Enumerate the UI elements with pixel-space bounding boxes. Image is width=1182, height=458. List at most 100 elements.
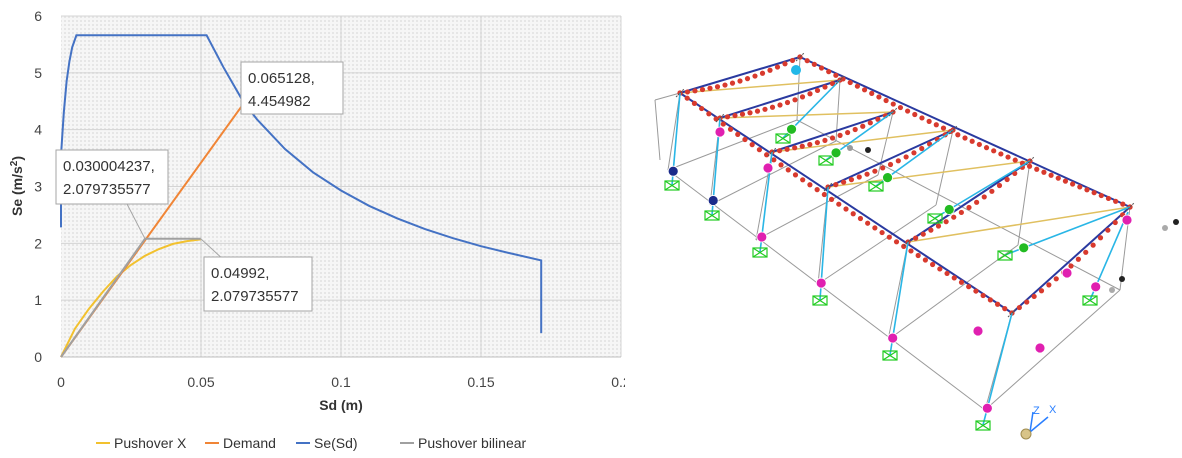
beam-hinge-dot bbox=[756, 147, 762, 153]
node-dot bbox=[847, 145, 853, 151]
joint-tick bbox=[795, 52, 805, 62]
frame-member bbox=[654, 92, 681, 101]
legend-label: Pushover bilinear bbox=[418, 435, 527, 451]
beam-hinge-dot bbox=[940, 125, 947, 131]
beam-hinge-dot bbox=[1070, 181, 1076, 187]
beam-hinge-dot bbox=[714, 84, 721, 90]
joint-tick bbox=[835, 75, 845, 85]
beam-hinge-dot bbox=[784, 146, 790, 152]
beam-hinge-dot bbox=[807, 182, 813, 188]
beam-hinge-dot bbox=[867, 120, 873, 126]
beam-hinge-dot bbox=[852, 126, 858, 133]
joint-tick bbox=[767, 147, 777, 157]
roof-beam bbox=[907, 160, 1031, 243]
legend: Pushover X Demand Se(Sd) Pushover bilinear bbox=[96, 435, 527, 451]
beam-hinge-dot bbox=[732, 112, 738, 119]
beam-hinge-dot bbox=[901, 243, 907, 249]
node-dot bbox=[865, 147, 871, 153]
beam-hinge-dot bbox=[951, 214, 957, 220]
structural-model-view: Z X bbox=[654, 52, 1179, 440]
roof-beam bbox=[827, 129, 954, 188]
beam-hinge-dot bbox=[799, 143, 805, 149]
beam-hinge-dot bbox=[919, 115, 925, 121]
beam-hinge-dot bbox=[848, 177, 855, 183]
beam-hinge-dot bbox=[789, 57, 796, 64]
beam-hinge-dot bbox=[998, 151, 1004, 157]
beam-hinge-dot bbox=[1105, 227, 1111, 233]
beam-hinge-dot bbox=[807, 141, 813, 148]
y-axis-title-close: ) bbox=[9, 156, 25, 161]
axis-x-line bbox=[1029, 416, 1049, 433]
series-line-pushover-x bbox=[60, 238, 201, 358]
legend-item: Pushover bilinear bbox=[400, 435, 527, 451]
beam-hinge-dot bbox=[966, 284, 972, 290]
beam-hinge-dot bbox=[958, 279, 965, 285]
y-tick-label: 6 bbox=[34, 8, 42, 24]
beam-hinge-dot bbox=[737, 78, 743, 84]
beam-hinge-dot bbox=[879, 229, 885, 236]
beam-hinge-dot bbox=[926, 118, 932, 124]
beam-hinge-dot bbox=[1041, 169, 1047, 175]
column-hinge bbox=[943, 204, 955, 215]
beam-hinge-dot bbox=[893, 239, 900, 245]
beam-hinge-dot bbox=[777, 102, 783, 108]
beam-hinge-dot bbox=[865, 220, 871, 226]
beam-hinge-dot bbox=[937, 266, 943, 272]
beam-hinge-dot bbox=[1046, 282, 1052, 288]
axis-x-label: X bbox=[1049, 404, 1057, 416]
y-axis-title-main: Se (m/s bbox=[9, 166, 25, 216]
beam-hinge-dot bbox=[699, 86, 706, 93]
beam-hinge-dot bbox=[1077, 184, 1083, 190]
beam-hinge-dot bbox=[1034, 166, 1040, 172]
legend-label: Demand bbox=[223, 435, 276, 451]
beam-hinge-dot bbox=[861, 87, 868, 93]
beam-hinge-dot bbox=[1038, 288, 1045, 294]
beam-hinge-dot bbox=[981, 194, 987, 200]
callout-box bbox=[240, 61, 344, 115]
x-tick-label: 0 bbox=[57, 374, 65, 390]
column-hinge bbox=[882, 172, 893, 184]
beam-hinge-dot bbox=[1120, 201, 1126, 207]
support-icon bbox=[818, 155, 834, 166]
beam-hinge-dot bbox=[792, 172, 799, 178]
beam-hinge-dot bbox=[1016, 304, 1022, 311]
frame-base-cross bbox=[755, 174, 879, 241]
callout-line-2: 2.079735577 bbox=[63, 181, 151, 198]
roof-beam bbox=[799, 56, 1131, 208]
beam-hinge-dot bbox=[883, 97, 889, 104]
support-icon bbox=[927, 213, 943, 224]
legend-label: Se(Sd) bbox=[314, 435, 358, 451]
node-dot bbox=[1162, 225, 1168, 231]
beam-hinge-dot bbox=[727, 126, 734, 132]
beam-hinge-dot bbox=[735, 131, 741, 137]
beam-hinge-dot bbox=[774, 64, 781, 70]
frame-member bbox=[654, 99, 661, 161]
global-axes-triad: Z X bbox=[1020, 404, 1057, 440]
x-tick-label: 0.15 bbox=[467, 374, 494, 390]
column-hinge bbox=[756, 231, 768, 243]
column-hinge bbox=[1090, 281, 1102, 293]
column-hinge bbox=[830, 147, 842, 159]
beam-hinge-dot bbox=[739, 111, 746, 117]
callout-box bbox=[55, 149, 169, 205]
x-tick-label: 0.05 bbox=[187, 374, 214, 390]
roof-brace bbox=[907, 206, 1131, 243]
beam-hinge-dot bbox=[818, 65, 825, 71]
beam-hinge-dot bbox=[782, 61, 788, 67]
beam-hinge-dot bbox=[1024, 299, 1030, 305]
support-icon bbox=[997, 250, 1013, 261]
beam-hinge-dot bbox=[895, 158, 901, 164]
roof-beam bbox=[679, 56, 801, 94]
beam-hinge-dot bbox=[836, 201, 842, 207]
callout-leader bbox=[126, 203, 146, 240]
column-hinge bbox=[707, 195, 719, 206]
beam-hinge-dot bbox=[742, 136, 748, 143]
beam-hinges bbox=[677, 54, 1133, 316]
node-dot bbox=[1173, 219, 1179, 225]
legend-item: Pushover X bbox=[96, 435, 187, 451]
tick-labels: 0 0.05 0.1 0.15 0.2 0 1 2 3 4 5 6 bbox=[34, 8, 625, 390]
beam-hinge-dot bbox=[762, 106, 768, 112]
beam-hinge-dot bbox=[1083, 249, 1089, 255]
legend-item: Se(Sd) bbox=[296, 435, 358, 451]
beam-hinge-dot bbox=[764, 152, 770, 158]
